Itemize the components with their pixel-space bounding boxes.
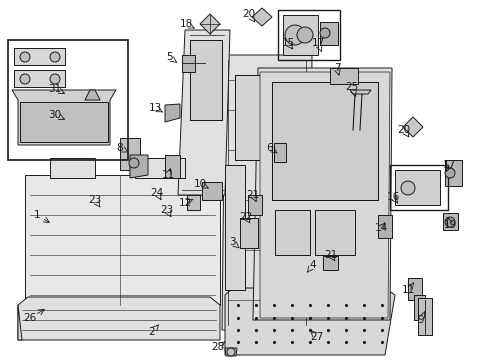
Text: 28: 28 <box>211 342 224 352</box>
Text: 20: 20 <box>243 9 256 19</box>
Polygon shape <box>443 213 458 230</box>
Polygon shape <box>414 295 425 320</box>
Circle shape <box>50 74 60 84</box>
Text: 24: 24 <box>150 188 164 198</box>
Text: 3: 3 <box>229 237 235 247</box>
Text: 2: 2 <box>148 327 155 337</box>
Polygon shape <box>50 158 95 178</box>
Polygon shape <box>130 155 148 178</box>
Text: 5: 5 <box>166 52 172 62</box>
Polygon shape <box>253 68 392 320</box>
Polygon shape <box>85 90 100 100</box>
Text: 8: 8 <box>117 143 123 153</box>
Text: 30: 30 <box>49 110 62 120</box>
Text: 1: 1 <box>34 210 40 220</box>
Polygon shape <box>18 305 22 340</box>
Polygon shape <box>225 348 237 356</box>
Text: 20: 20 <box>397 125 411 135</box>
Text: 17: 17 <box>311 38 325 48</box>
Text: 17: 17 <box>442 160 456 170</box>
Polygon shape <box>178 30 230 195</box>
Polygon shape <box>240 218 258 248</box>
Text: 23: 23 <box>160 205 173 215</box>
Text: 13: 13 <box>148 103 162 113</box>
Polygon shape <box>14 70 65 87</box>
Polygon shape <box>320 22 338 45</box>
Text: 14: 14 <box>374 223 388 233</box>
Polygon shape <box>248 195 262 215</box>
Circle shape <box>401 181 415 195</box>
Text: 7: 7 <box>334 63 341 73</box>
Polygon shape <box>165 104 180 122</box>
Polygon shape <box>315 210 355 255</box>
Polygon shape <box>445 160 462 186</box>
Text: 22: 22 <box>240 212 253 222</box>
Polygon shape <box>190 40 222 120</box>
Text: 12: 12 <box>178 198 192 208</box>
Polygon shape <box>200 14 220 34</box>
Polygon shape <box>330 68 358 84</box>
Text: 6: 6 <box>267 143 273 153</box>
Polygon shape <box>202 182 222 200</box>
Bar <box>390 165 448 210</box>
Polygon shape <box>182 55 195 72</box>
Text: 19: 19 <box>443 220 457 230</box>
Circle shape <box>285 25 305 45</box>
Polygon shape <box>12 90 116 145</box>
Polygon shape <box>225 288 395 355</box>
Circle shape <box>320 28 330 38</box>
Polygon shape <box>187 195 200 210</box>
Polygon shape <box>272 82 378 200</box>
Text: 21: 21 <box>324 250 338 260</box>
Circle shape <box>297 27 313 43</box>
Polygon shape <box>252 8 272 26</box>
Polygon shape <box>350 90 371 94</box>
Text: 10: 10 <box>194 179 207 189</box>
Text: 4: 4 <box>310 260 317 270</box>
Polygon shape <box>275 210 310 255</box>
Text: 26: 26 <box>24 313 37 323</box>
Polygon shape <box>225 165 245 290</box>
Circle shape <box>227 348 235 356</box>
Polygon shape <box>165 155 180 178</box>
Polygon shape <box>25 175 40 305</box>
Circle shape <box>445 217 455 227</box>
Text: 18: 18 <box>179 19 193 29</box>
Circle shape <box>129 158 139 168</box>
Text: 16: 16 <box>387 192 400 202</box>
Polygon shape <box>260 72 390 318</box>
Circle shape <box>20 52 30 62</box>
Text: 9: 9 <box>417 315 424 325</box>
Polygon shape <box>18 297 220 340</box>
Text: 11: 11 <box>161 170 174 180</box>
Polygon shape <box>378 215 392 238</box>
Polygon shape <box>120 138 140 170</box>
Polygon shape <box>408 278 422 300</box>
Polygon shape <box>14 48 65 65</box>
Circle shape <box>50 52 60 62</box>
Circle shape <box>20 74 30 84</box>
Polygon shape <box>25 175 220 305</box>
Text: 21: 21 <box>246 190 260 200</box>
Polygon shape <box>403 117 423 137</box>
Polygon shape <box>418 298 432 335</box>
Polygon shape <box>235 75 300 160</box>
Text: 27: 27 <box>310 332 323 342</box>
Polygon shape <box>283 15 318 55</box>
Bar <box>8 40 128 160</box>
Text: 25: 25 <box>345 82 359 92</box>
Polygon shape <box>285 165 305 290</box>
Polygon shape <box>222 55 312 330</box>
Text: 31: 31 <box>49 84 62 94</box>
Text: 23: 23 <box>88 195 101 205</box>
Bar <box>20 102 108 142</box>
Text: 15: 15 <box>281 38 294 48</box>
Polygon shape <box>323 256 338 270</box>
Polygon shape <box>135 158 185 178</box>
Polygon shape <box>395 170 440 205</box>
Bar <box>278 10 340 60</box>
Text: 11: 11 <box>401 285 415 295</box>
Circle shape <box>445 168 455 178</box>
Polygon shape <box>274 143 286 162</box>
